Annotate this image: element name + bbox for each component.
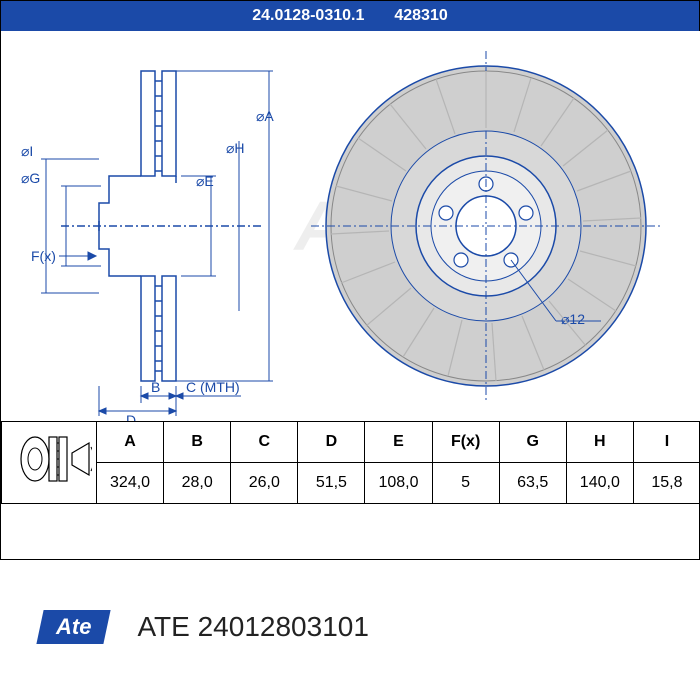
table-header-row: A B C D E F(x) G H I	[2, 422, 700, 463]
label-B: B	[151, 379, 160, 395]
ate-logo: Ate	[36, 610, 111, 644]
td-G: 63,5	[499, 463, 566, 504]
brake-disc-diagram: ⌀I ⌀G ⌀E ⌀H ⌀A F(x)	[1, 31, 700, 421]
diagram-area: Ate	[1, 31, 700, 421]
th-C: C	[231, 422, 298, 463]
th-B: B	[164, 422, 231, 463]
td-D: 51,5	[298, 463, 365, 504]
part-number-2: 428310	[394, 7, 447, 25]
label-diameter-I: ⌀I	[21, 143, 33, 159]
main-frame: 24.0128-0310.1 428310 Abbildung ähnlich …	[0, 0, 700, 560]
td-B: 28,0	[164, 463, 231, 504]
label-C: C (MTH)	[186, 379, 240, 395]
th-D: D	[298, 422, 365, 463]
td-E: 108,0	[365, 463, 432, 504]
th-E: E	[365, 422, 432, 463]
label-hole-diameter: ⌀12	[561, 311, 585, 327]
label-diameter-G: ⌀G	[21, 170, 40, 186]
footer: Ate ATE 24012803101	[0, 610, 700, 644]
td-A: 324,0	[97, 463, 164, 504]
th-I: I	[633, 422, 700, 463]
label-F: F(x)	[31, 248, 56, 264]
td-I: 15,8	[633, 463, 700, 504]
header-bar: 24.0128-0310.1 428310	[1, 1, 699, 31]
th-F: F(x)	[432, 422, 499, 463]
footer-product-text: ATE 24012803101	[137, 611, 368, 643]
dimension-table: A B C D E F(x) G H I 324,0 28,0 26,0 51,…	[1, 421, 700, 504]
th-H: H	[566, 422, 633, 463]
label-D: D	[126, 412, 136, 421]
table-value-row: 324,0 28,0 26,0 51,5 108,0 5 63,5 140,0 …	[2, 463, 700, 504]
part-number-1: 24.0128-0310.1	[252, 7, 364, 25]
label-diameter-H: ⌀H	[226, 140, 245, 156]
table-icon-cell	[2, 422, 97, 504]
th-G: G	[499, 422, 566, 463]
label-diameter-A: ⌀A	[256, 108, 274, 124]
disc-icon	[7, 428, 92, 492]
td-C: 26,0	[231, 463, 298, 504]
td-H: 140,0	[566, 463, 633, 504]
th-A: A	[97, 422, 164, 463]
td-F: 5	[432, 463, 499, 504]
